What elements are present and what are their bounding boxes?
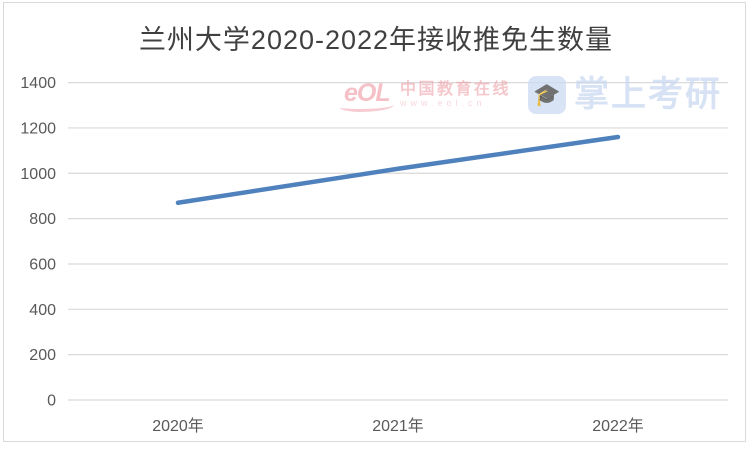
y-axis-tick-label: 400 <box>29 302 56 319</box>
y-axis-tick-label: 0 <box>47 393 56 410</box>
y-axis-tick-label: 800 <box>29 211 56 228</box>
eol-watermark: eOL 中国教育在线 www.eol.cn <box>340 80 512 112</box>
data-line-series <box>175 134 621 206</box>
eol-brand-name: 中国教育在线 <box>400 81 512 98</box>
y-axis-tick-label: 1200 <box>20 120 56 137</box>
eol-swoosh-icon <box>340 100 394 112</box>
x-axis-category-label: 2020年 <box>152 417 204 435</box>
x-axis-category-label: 2022年 <box>592 417 644 435</box>
eol-url: www.eol.cn <box>400 98 486 108</box>
x-axis-category-label: 2021年 <box>372 417 424 435</box>
graduation-cap-icon: 🎓 <box>528 76 566 114</box>
eol-logo-icon: eOL <box>340 80 394 112</box>
chart-title: 兰州大学2020-2022年接收推免生数量 <box>138 25 614 55</box>
y-axis-tick-label: 1400 <box>20 75 56 92</box>
kaoyan-brand-name: 掌上考研 <box>574 75 723 114</box>
kaoyan-watermark: 🎓 掌上考研 <box>528 76 722 114</box>
y-axis-tick-label: 600 <box>29 256 56 273</box>
y-axis-tick-label: 200 <box>29 347 56 364</box>
y-axis-tick-label: 1000 <box>20 166 56 183</box>
